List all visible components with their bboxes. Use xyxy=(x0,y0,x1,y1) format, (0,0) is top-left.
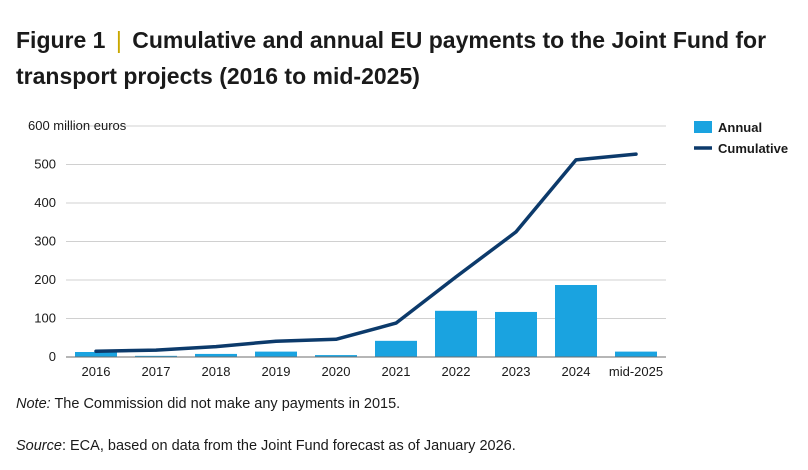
point-cumulative-2020 xyxy=(334,337,338,341)
note-label: Note: xyxy=(16,396,51,412)
point-cumulative-2017 xyxy=(154,348,158,352)
y-tick-label: 400 xyxy=(34,195,56,210)
bar-annual-2016 xyxy=(75,351,117,357)
y-axis-label: 600 million euros xyxy=(28,118,127,133)
bar-annual-2020 xyxy=(315,355,357,357)
x-tick-label: 2020 xyxy=(322,364,351,379)
legend-label-cumulative: Cumulative xyxy=(718,141,788,156)
x-tick-label: 2021 xyxy=(382,364,411,379)
figure-title-block: Figure 1 | Cumulative and annual EU paym… xyxy=(16,22,786,94)
point-cumulative-2018 xyxy=(214,345,218,349)
bar-annual-2022 xyxy=(435,310,477,357)
x-tick-label: 2018 xyxy=(202,364,231,379)
point-cumulative-2024 xyxy=(574,158,578,162)
figure-label: Figure 1 xyxy=(16,27,106,53)
y-tick-label: 100 xyxy=(34,311,56,326)
y-tick-label: 0 xyxy=(49,349,56,364)
x-tick-label: mid-2025 xyxy=(609,364,663,379)
point-cumulative-2022 xyxy=(454,275,458,279)
bar-annual-2018 xyxy=(195,353,237,357)
note: Note: The Commission did not make any pa… xyxy=(16,396,400,412)
source: Source: ECA, based on data from the Join… xyxy=(16,438,516,454)
legend-swatch-annual xyxy=(694,121,712,133)
point-cumulative-2016 xyxy=(94,349,98,353)
y-tick-label: 300 xyxy=(34,234,56,249)
point-cumulative-2019 xyxy=(274,339,278,343)
figure-separator: | xyxy=(115,27,122,53)
bar-annual-2019 xyxy=(255,351,297,357)
source-label: Source xyxy=(16,438,62,454)
figure-title: Cumulative and annual EU payments to the… xyxy=(16,27,767,89)
point-cumulative-2021 xyxy=(394,321,398,325)
point-cumulative-2023 xyxy=(514,230,518,234)
bar-annual-mid-2025 xyxy=(615,351,657,357)
x-tick-label: 2022 xyxy=(442,364,471,379)
y-tick-label: 500 xyxy=(34,157,56,172)
note-text: The Commission did not make any payments… xyxy=(50,396,401,412)
bar-annual-2021 xyxy=(375,340,417,357)
bar-annual-2023 xyxy=(495,311,537,357)
y-tick-label: 200 xyxy=(34,272,56,287)
legend-label-annual: Annual xyxy=(718,120,762,135)
x-tick-label: 2019 xyxy=(262,364,291,379)
source-text: : ECA, based on data from the Joint Fund… xyxy=(61,438,516,454)
bar-annual-2024 xyxy=(555,285,597,357)
bar-annual-2017 xyxy=(135,355,177,357)
x-tick-label: 2023 xyxy=(502,364,531,379)
x-tick-label: 2016 xyxy=(82,364,111,379)
x-tick-label: 2024 xyxy=(562,364,591,379)
point-cumulative-mid-2025 xyxy=(634,152,638,156)
line-cumulative xyxy=(94,152,638,353)
x-tick-label: 2017 xyxy=(142,364,171,379)
